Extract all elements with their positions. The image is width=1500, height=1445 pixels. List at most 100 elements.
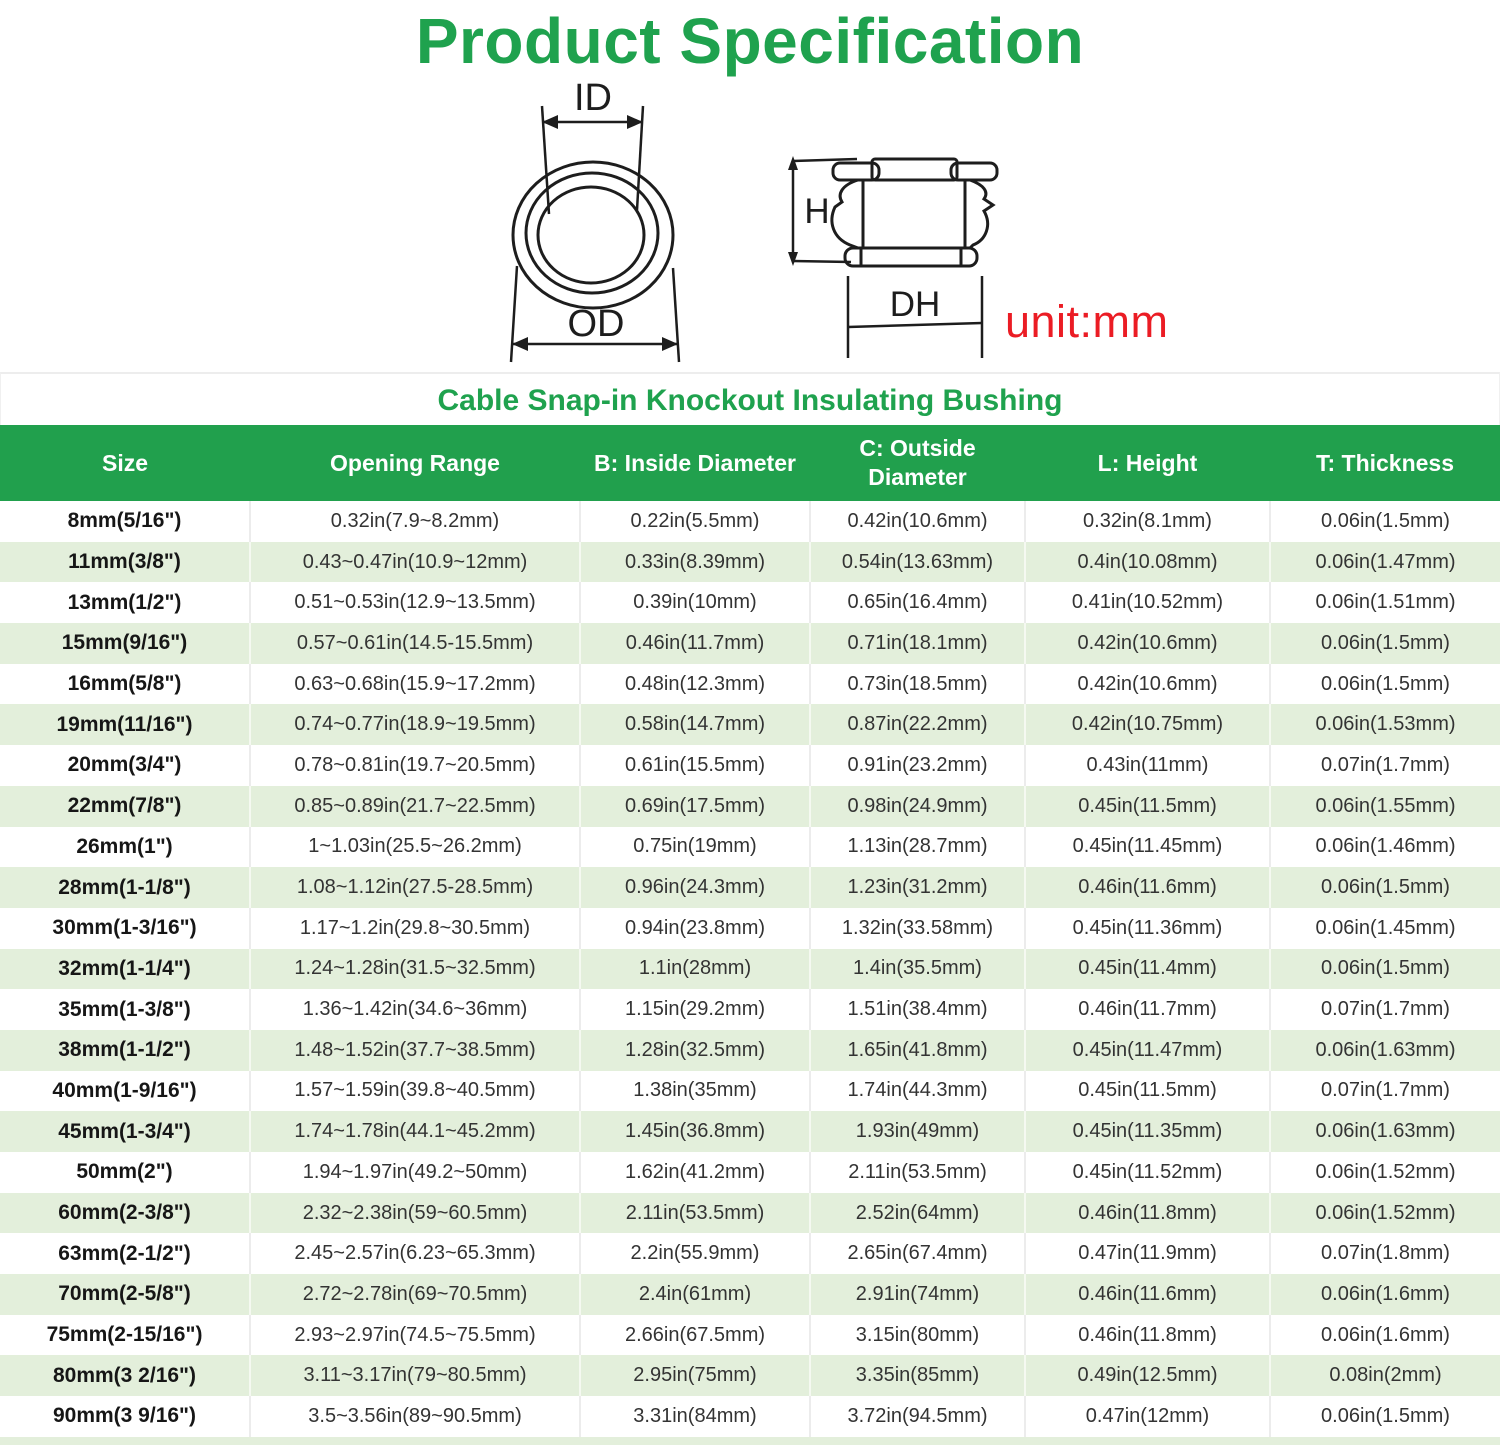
table-row: 45mm(1-3/4") 1.74~1.78in(44.1~45.2mm) 1.45… [0,1111,1500,1152]
table-title: Cable Snap-in Knockout Insulating Bushin… [437,384,1063,417]
table-row: 30mm(1-3/16") 1.17~1.2in(29.8~30.5mm) 0.94… [0,907,1500,949]
value-cell: 0.46in(11.8mm) [1025,1192,1271,1234]
size-cell: 19mm(11/16") [0,704,251,746]
id-dimension-label: ID [574,77,612,119]
value-cell: 0.45in(11.36mm) [1025,907,1271,949]
value-cell: 0.74~0.77in(18.9~19.5mm) [250,704,581,746]
diagram-band: ID OD [0,77,1500,372]
size-cell: 38mm(1-1/2") [0,1029,251,1071]
table-row: 15mm(9/16") 0.57~0.61in(14.5-15.5mm) 0.46i… [0,623,1500,664]
table-row: 11mm(3/8") 0.43~0.47in(10.9~12mm) 0.33in(8… [0,541,1500,583]
table-row: 38mm(1-1/2") 1.48~1.52in(37.7~38.5mm) 1.28… [0,1029,1500,1071]
value-cell: 0.45in(11.45mm) [1025,826,1271,868]
value-cell: 1.24~1.28in(31.5~32.5mm) [250,948,581,990]
value-cell: 1.45in(36.8mm) [580,1111,811,1152]
value-cell: 2.91in(74mm) [810,1274,1026,1315]
table-row: 70mm(2-5/8") 2.72~2.78in(69~70.5mm) 2.4in(… [0,1274,1500,1315]
value-cell: 0.06in(1.55mm) [1270,785,1500,827]
value-cell: 0.06in(1.47mm) [1270,541,1500,583]
size-cell: 26mm(1") [0,826,251,868]
value-cell: 0.07in(1.8mm) [1321,1242,1450,1265]
size-cell: 35mm(1-3/8") [0,989,251,1030]
value-cell: 0.47in(11.9mm) [1025,1233,1271,1275]
value-cell: 0.06in(1.63mm) [1270,1029,1500,1071]
value-cell: 1.15in(29.2mm) [580,989,811,1030]
value-cell: 0.07in(1.7mm) [1321,998,1450,1021]
value-cell: 0.4in(10.08mm) [1025,541,1271,583]
value-cell: 0.43in(11mm) [1025,745,1271,786]
value-cell: 0.98in(24.9mm) [810,785,1026,827]
column-header-height: L: Height [1025,425,1270,501]
value-cell: 0.08in(2mm) [1270,1355,1500,1397]
value-cell: 0.32in(8.1mm) [1025,501,1271,542]
value-cell: 0.48in(12.3mm) [580,663,811,705]
value-cell: 0.07in(1.7mm) [1321,1079,1450,1102]
size-cell: 45mm(1-3/4") [0,1111,251,1152]
value-cell: 2.11in(53.5mm) [810,1152,1026,1193]
value-cell: 0.06in(1.5mm) [1321,509,1450,532]
value-cell: 3.11~3.17in(79~80.5mm) [250,1355,581,1397]
value-cell: 1.4in(35.5mm) [810,948,1026,990]
value-cell: 0.45in(11.4mm) [1025,948,1271,990]
value-cell: 0.61in(15.5mm) [580,745,811,786]
value-cell: 1.74in(44.3mm) [810,1070,1026,1112]
value-cell: 3.5~3.56in(89~90.5mm) [250,1396,581,1437]
value-cell: 2.65in(67.4mm) [810,1233,1026,1275]
size-cell: 16mm(5/8") [0,663,251,705]
size-cell: 63mm(2-1/2") [0,1233,251,1275]
table-row: 63mm(2-1/2") 2.45~2.57in(6.23~65.3mm) 2.2i… [0,1233,1500,1275]
value-cell: 2.72~2.78in(69~70.5mm) [250,1274,581,1315]
value-cell: 1.57~1.59in(39.8~40.5mm) [250,1070,581,1112]
value-cell: 0.69in(17.5mm) [580,785,811,827]
side-view-diagram: H DH [788,156,999,358]
size-cell: 32mm(1-1/4") [0,948,251,990]
value-cell: 0.65in(16.4mm) [810,582,1026,624]
value-cell: 0.63~0.68in(15.9~17.2mm) [250,663,581,705]
value-cell: 2.52in(64mm) [810,1192,1026,1234]
value-cell: 0.41in(10.52mm) [1025,582,1271,624]
value-cell: 1.51in(38.4mm) [810,989,1026,1030]
size-cell: 50mm(2") [0,1152,251,1193]
partial-next-row [0,1436,1500,1445]
size-cell: 70mm(2-5/8") [0,1274,251,1315]
value-cell: 2.4in(61mm) [580,1274,811,1315]
table-row: 20mm(3/4") 0.78~0.81in(19.7~20.5mm) 0.61in… [0,745,1500,786]
table-row: 8mm(5/16") 0.32in(7.9~8.2mm) 0.22in(5.5mm)… [0,501,1500,542]
table-row: 90mm(3 9/16") 3.5~3.56in(89~90.5mm) 3.31in… [0,1396,1500,1437]
value-cell: 0.75in(19mm) [580,826,811,868]
value-cell: 0.91in(23.2mm) [810,745,1026,786]
value-cell: 0.06in(1.6mm) [1270,1274,1500,1315]
spec-table-body: 8mm(5/16") 0.32in(7.9~8.2mm) 0.22in(5.5mm)… [0,501,1500,1437]
value-cell: 0.06in(1.53mm) [1270,704,1500,746]
value-cell: 0.42in(10.6mm) [1025,623,1271,664]
value-cell: 1.74~1.78in(44.1~45.2mm) [250,1111,581,1152]
value-cell: 3.35in(85mm) [810,1355,1026,1397]
value-cell: 0.06in(1.46mm) [1315,835,1456,858]
od-dimension-label: OD [568,303,625,345]
value-cell: 0.73in(18.5mm) [810,663,1026,705]
value-cell: 0.06in(1.5mm) [1270,623,1500,664]
value-cell: 2.45~2.57in(6.23~65.3mm) [250,1233,581,1275]
table-row: 16mm(5/8") 0.63~0.68in(15.9~17.2mm) 0.48in… [0,663,1500,705]
value-cell: 0.42in(10.6mm) [1025,663,1271,705]
spec-table: Size Opening Range B: Inside Diameter C:… [0,425,1500,1437]
value-cell: 1.48~1.52in(37.7~38.5mm) [250,1029,581,1071]
value-cell: 0.07in(1.7mm) [1321,753,1450,776]
value-cell: 0.06in(1.5mm) [1270,948,1500,990]
column-header-size: Size [0,425,250,501]
value-cell: 2.93~2.97in(74.5~75.5mm) [250,1314,581,1356]
ring-front-view-diagram: ID OD [509,77,681,363]
value-cell: 0.57~0.61in(14.5-15.5mm) [250,623,581,664]
value-cell: 1.36~1.42in(34.6~36mm) [250,989,581,1030]
size-cell: 22mm(7/8") [0,785,251,827]
table-row: 40mm(1-9/16") 1.57~1.59in(39.8~40.5mm) 1.3… [0,1070,1500,1112]
value-cell: 0.43~0.47in(10.9~12mm) [250,541,581,583]
value-cell: 0.39in(10mm) [580,582,811,624]
value-cell: 2.66in(67.5mm) [580,1314,811,1356]
value-cell: 0.49in(12.5mm) [1025,1355,1271,1397]
size-cell: 15mm(9/16") [0,623,251,664]
value-cell: 1.38in(35mm) [580,1070,811,1112]
value-cell: 0.06in(1.51mm) [1315,591,1456,614]
value-cell: 0.46in(11.7mm) [1025,989,1271,1030]
